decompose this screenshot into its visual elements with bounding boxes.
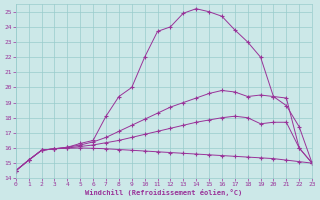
X-axis label: Windchill (Refroidissement éolien,°C): Windchill (Refroidissement éolien,°C) [85,189,243,196]
